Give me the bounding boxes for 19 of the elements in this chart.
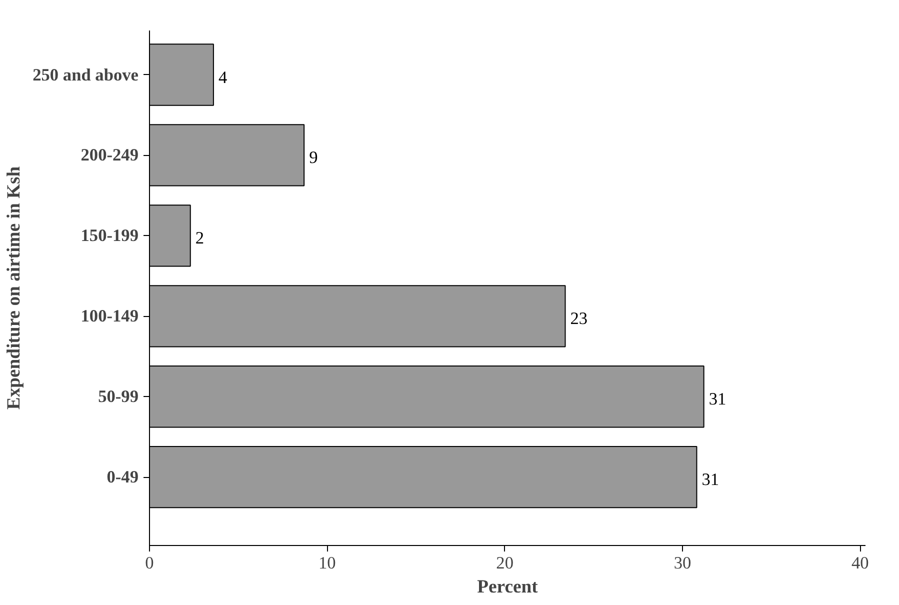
y-tick-label: 50-99 bbox=[98, 387, 139, 406]
x-tick-label: 40 bbox=[852, 554, 869, 572]
x-tick-label: 30 bbox=[674, 554, 692, 572]
x-tick-label: 0 bbox=[145, 554, 154, 572]
x-axis-title: Percent bbox=[477, 576, 539, 598]
data-label: 2 bbox=[195, 228, 204, 248]
data-label: 31 bbox=[702, 470, 720, 490]
y-tick-label: 150-199 bbox=[80, 226, 139, 246]
x-tick-label: 10 bbox=[318, 554, 336, 572]
y-axis-title: Expenditure on airtime in Ksh bbox=[4, 166, 25, 410]
data-label: 31 bbox=[708, 390, 726, 409]
data-label: 4 bbox=[218, 68, 228, 87]
x-tick-label: 20 bbox=[496, 554, 514, 572]
data-label: 23 bbox=[570, 309, 588, 328]
y-tick-label: 200-249 bbox=[80, 146, 139, 165]
data-label: 9 bbox=[309, 148, 318, 168]
y-tick-label: 0-49 bbox=[106, 468, 139, 487]
y-tick-label: 250 and above bbox=[32, 65, 139, 84]
y-tick-label: 100-149 bbox=[80, 306, 139, 326]
